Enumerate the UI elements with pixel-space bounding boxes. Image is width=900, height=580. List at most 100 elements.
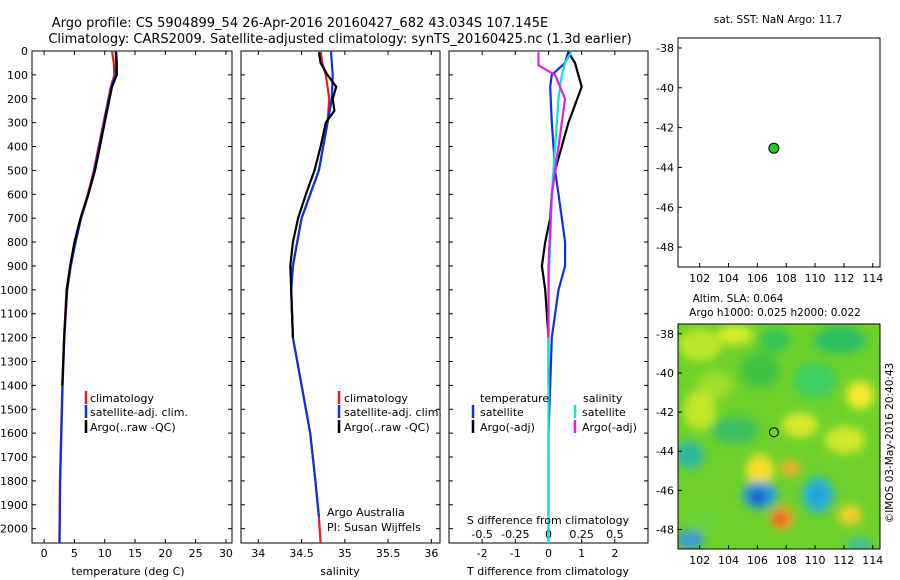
series-line-satellite <box>547 50 570 543</box>
map-y-tick-label: -40 <box>656 82 674 95</box>
depth-tick-label: 700 <box>7 212 28 225</box>
s-difference-axis-label: S difference from climatology <box>467 514 630 527</box>
map-x-tick-label: 114 <box>862 554 883 567</box>
x-tick-label: 5 <box>71 547 78 560</box>
map-y-tick-label: -38 <box>656 42 674 55</box>
legend-label-climatology: climatology <box>90 392 154 405</box>
depth-tick-label: 600 <box>7 188 28 201</box>
depth-tick-label: 1400 <box>0 379 28 392</box>
salinity-axis-label: salinity <box>320 565 360 578</box>
legend-label-argo: Argo(..raw -QC) <box>90 421 176 434</box>
float-position-marker <box>768 142 780 154</box>
sst-map-panel <box>677 37 881 268</box>
sst-map-plot: 102 104 106 108 110 112 114 -38 -40 -42 -44 -46 -48 <box>656 42 883 285</box>
heatmap-blobs <box>678 325 874 549</box>
series-line-argo-adj- <box>537 52 567 338</box>
depth-tick-label: 900 <box>7 260 28 273</box>
depth-axis: 0 100 200 300 400 500 600 700 800 900 1000 1100 1200… <box>0 45 648 536</box>
x-tick-label: 34 <box>251 547 265 560</box>
depth-tick-label: 400 <box>7 141 28 154</box>
salinity-profile-plot: 34 34.5 35 35.5 36 <box>251 50 438 560</box>
imos-credit: ©IMOS 03-May-2016 20:40:43 <box>884 363 896 524</box>
sla-map-plot: 102 104 106 108 110 112 114 -38 -40 -42 -44 -46 -48 <box>656 328 883 567</box>
x-tick-label: 0 <box>41 547 48 560</box>
x-tick-label: 2 <box>611 547 618 560</box>
x-tick-label: 30 <box>219 547 233 560</box>
legend-label-satellite: satellite-adj. clim. <box>344 406 442 419</box>
x-tick-label: 0 <box>545 547 552 560</box>
map-y-tick-label: -42 <box>656 406 674 419</box>
sla-map-subtitle: Argo h1000: 0.025 h2000: 0.022 <box>689 307 861 319</box>
t-difference-axis-label: T difference from climatology <box>466 565 629 578</box>
sla-map-frame <box>677 323 881 550</box>
map-x-tick-label: 110 <box>805 554 826 567</box>
depth-tick-label: 1100 <box>0 308 28 321</box>
sla-heatmap <box>678 324 880 549</box>
depth-tick-label: 0 <box>21 45 28 58</box>
map-y-tick-label: -44 <box>656 445 674 458</box>
map-x-tick-label: 112 <box>833 272 854 285</box>
map-y-tick-label: -46 <box>656 201 674 214</box>
depth-tick-label: 300 <box>7 117 28 130</box>
series-line-argo-raw-qc- <box>289 52 338 338</box>
legend-label-argo: Argo(..raw -QC) <box>344 421 430 434</box>
x-tick-label: -1 <box>510 547 521 560</box>
difference-legend: temperature salinity satellite Argo(-adj… <box>471 392 637 434</box>
temperature-profile-plot: 0 5 10 15 20 25 30 <box>41 50 233 560</box>
map-x-tick-label: 106 <box>747 272 768 285</box>
secondary-x-tick-label: 0.25 <box>569 528 594 541</box>
map-y-tick-label: -44 <box>656 161 674 174</box>
depth-tick-label: 100 <box>7 69 28 82</box>
depth-tick-label: 1600 <box>0 427 28 440</box>
depth-tick-label: 1900 <box>0 499 28 512</box>
salinity-legend: climatology satellite-adj. clim. Argo(..… <box>337 391 442 434</box>
sst-map-title: sat. SST: NaN Argo: 11.7 <box>714 14 842 26</box>
map-x-tick-label: 108 <box>776 554 797 567</box>
header-line-1: Argo profile: CS 5904899_54 26-Apr-2016 … <box>52 16 548 31</box>
pi-annotation: PI: Susan Wijffels <box>327 521 421 534</box>
map-x-tick-label: 104 <box>718 554 739 567</box>
x-tick-label: 10 <box>98 547 112 560</box>
map-y-tick-label: -48 <box>656 523 674 536</box>
depth-tick-label: 800 <box>7 236 28 249</box>
depth-tick-label: 1800 <box>0 475 28 488</box>
series-line-climatology <box>290 50 331 544</box>
secondary-x-tick-label: -0.25 <box>501 528 529 541</box>
salinity-panel <box>240 50 441 544</box>
temperature-panel <box>31 50 233 544</box>
secondary-x-tick-label: -0.5 <box>471 528 492 541</box>
depth-tick-label: 1700 <box>0 451 28 464</box>
map-x-tick-label: 102 <box>689 554 710 567</box>
temperature-axis-label: temperature (deg C) <box>71 565 184 578</box>
x-tick-label: -2 <box>477 547 488 560</box>
map-x-tick-label: 102 <box>689 272 710 285</box>
series-line-satellite-adj-clim- <box>58 50 118 544</box>
depth-tick-label: 1000 <box>0 284 28 297</box>
map-y-tick-label: -46 <box>656 484 674 497</box>
temperature-legend: climatology satellite-adj. clim. Argo(..… <box>84 391 188 434</box>
map-x-tick-label: 106 <box>747 554 768 567</box>
map-y-tick-label: -38 <box>656 328 674 341</box>
map-y-tick-label: -42 <box>656 122 674 135</box>
x-tick-label: 36 <box>424 547 438 560</box>
depth-tick-label: 2000 <box>0 523 28 536</box>
legend-label-s-argo: Argo(-adj) <box>582 421 637 434</box>
institution-annotation: Argo Australia <box>327 506 405 519</box>
map-x-tick-label: 104 <box>718 272 739 285</box>
legend-label-t-argo: Argo(-adj) <box>480 421 535 434</box>
x-tick-label: 35 <box>338 547 352 560</box>
depth-tick-label: 1200 <box>0 332 28 345</box>
map-y-tick-label: -40 <box>656 367 674 380</box>
x-tick-label: 35.5 <box>376 547 401 560</box>
sla-map-title: Altim. SLA: 0.064 <box>693 293 784 305</box>
map-x-tick-label: 114 <box>862 272 883 285</box>
map-x-tick-label: 108 <box>776 272 797 285</box>
legend-label-climatology: climatology <box>344 392 408 405</box>
x-tick-label: 34.5 <box>289 547 314 560</box>
legend-group-temperature: temperature <box>480 392 549 405</box>
header-line-2: Climatology: CARS2009. Satellite-adjuste… <box>48 32 631 47</box>
depth-tick-label: 500 <box>7 164 28 177</box>
legend-label-satellite: satellite-adj. clim. <box>90 406 188 419</box>
x-tick-label: 20 <box>158 547 172 560</box>
